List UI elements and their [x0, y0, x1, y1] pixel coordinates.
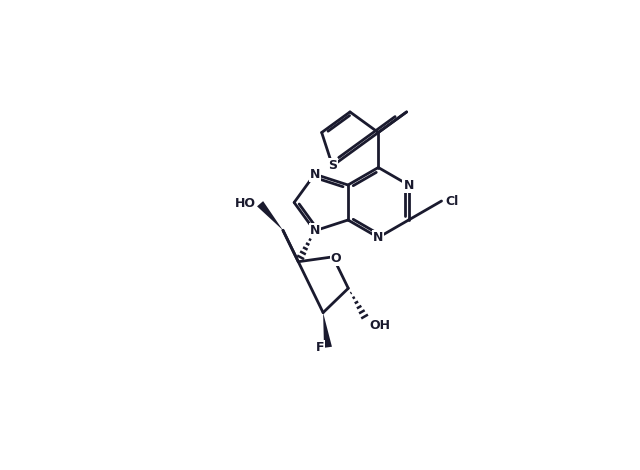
Text: S: S	[328, 159, 337, 172]
Polygon shape	[323, 313, 332, 348]
Text: HO: HO	[235, 197, 256, 210]
Text: N: N	[403, 179, 414, 191]
Polygon shape	[257, 201, 283, 230]
Text: N: N	[373, 231, 383, 244]
Text: O: O	[331, 252, 341, 266]
Text: Cl: Cl	[445, 195, 459, 207]
Text: N: N	[310, 224, 320, 237]
Text: OH: OH	[369, 319, 390, 332]
Text: F: F	[316, 341, 324, 354]
Text: N: N	[310, 168, 320, 180]
